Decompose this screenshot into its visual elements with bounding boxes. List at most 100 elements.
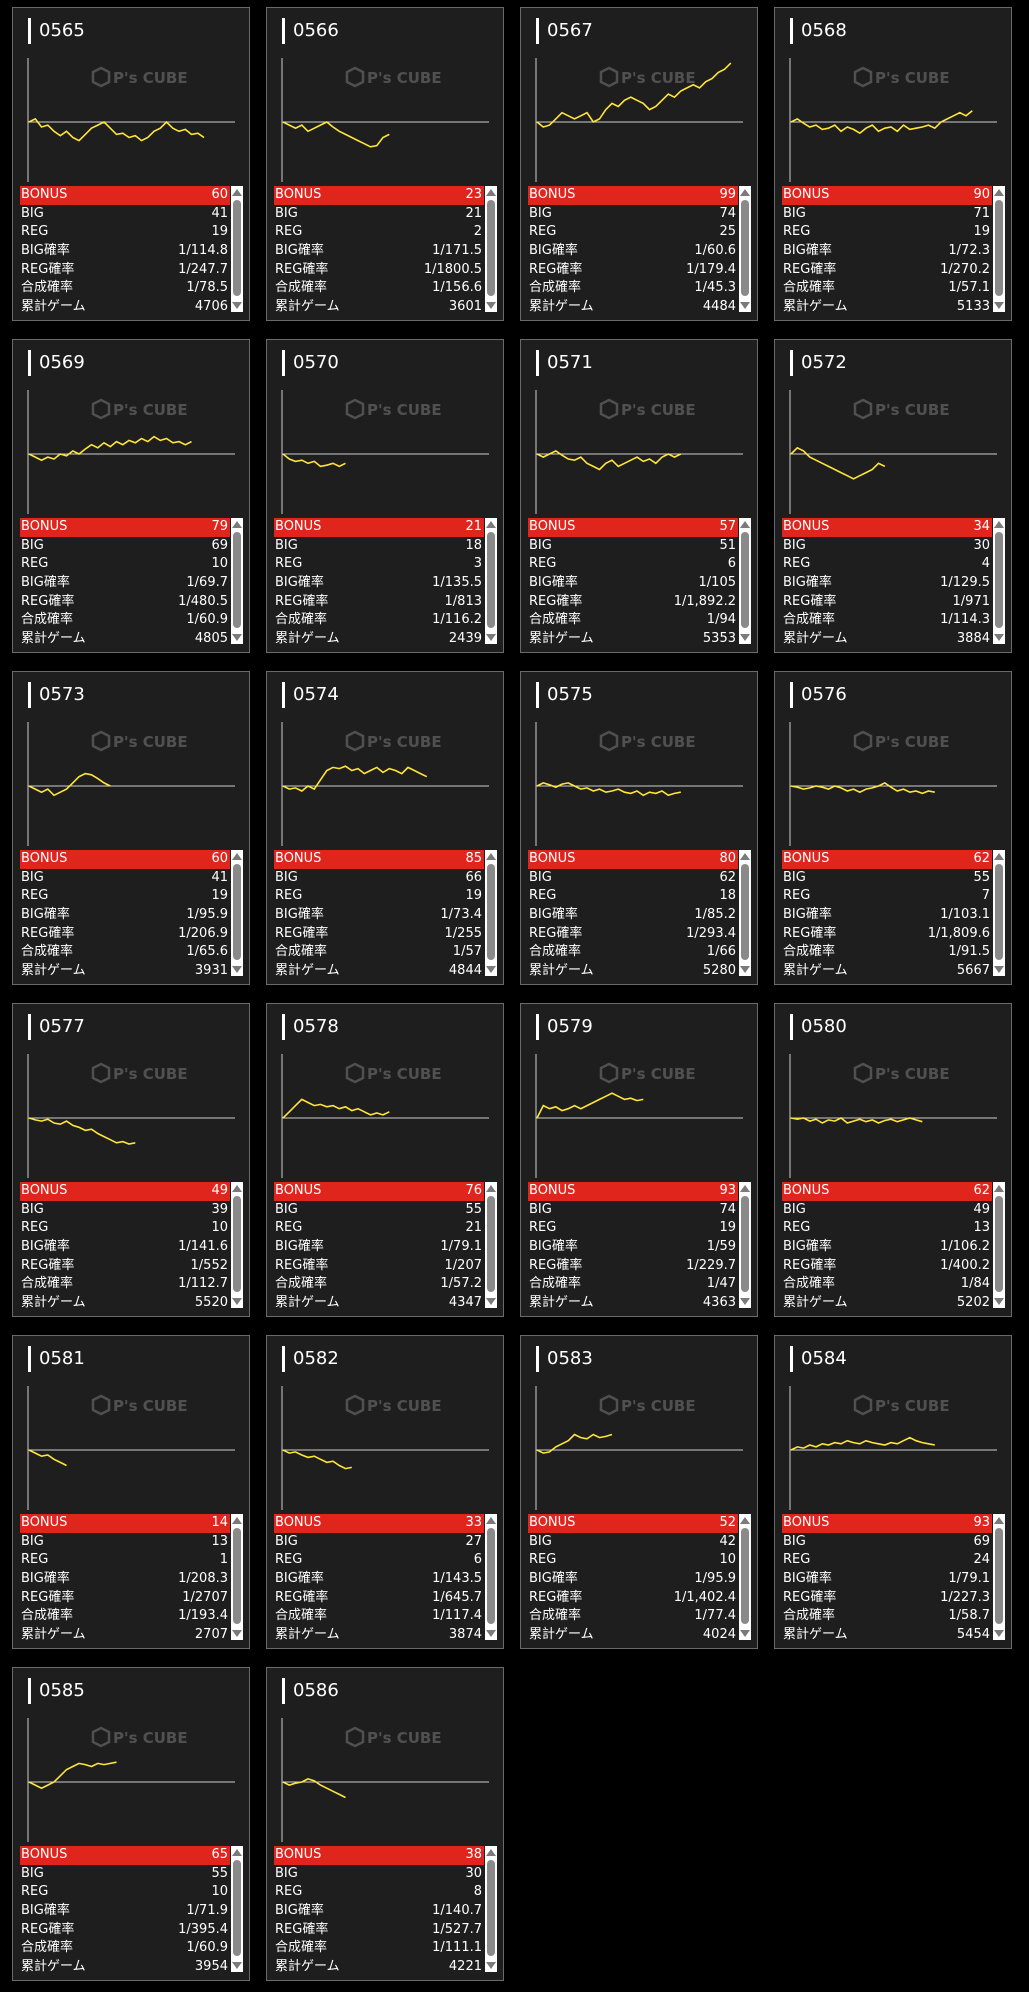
scroll-up-arrow-icon[interactable] [232, 1517, 242, 1524]
machine-card[interactable]: 0568 P's CUBE BONUS 90 BIG 71 REG 19 BIG確率 1/72.3… [774, 7, 1012, 321]
stats-scrollbar[interactable] [739, 518, 751, 644]
scroll-thumb[interactable] [741, 1196, 749, 1292]
stats-scrollbar[interactable] [231, 850, 243, 976]
stats-scrollbar[interactable] [993, 1514, 1005, 1640]
scroll-thumb[interactable] [995, 200, 1003, 296]
machine-card[interactable]: 0584 P's CUBE BONUS 93 BIG 69 REG 24 BIG確率 1/79.1… [774, 1335, 1012, 1649]
stats-scrollbar[interactable] [993, 850, 1005, 976]
scroll-thumb[interactable] [233, 200, 241, 296]
machine-card[interactable]: 0586 P's CUBE BONUS 38 BIG 30 REG 8 BIG確率 1/140.7… [266, 1667, 504, 1981]
stats-scrollbar[interactable] [231, 1514, 243, 1640]
scroll-up-arrow-icon[interactable] [740, 1517, 750, 1524]
scroll-up-arrow-icon[interactable] [486, 521, 496, 528]
scroll-thumb[interactable] [233, 1860, 241, 1956]
scroll-down-arrow-icon[interactable] [232, 966, 242, 973]
stats-scrollbar[interactable] [739, 186, 751, 312]
scroll-thumb[interactable] [487, 532, 495, 628]
scroll-thumb[interactable] [487, 200, 495, 296]
scroll-up-arrow-icon[interactable] [994, 189, 1004, 196]
stats-scrollbar[interactable] [993, 1182, 1005, 1308]
stats-scrollbar[interactable] [739, 1182, 751, 1308]
scroll-up-arrow-icon[interactable] [232, 189, 242, 196]
scroll-up-arrow-icon[interactable] [232, 1185, 242, 1192]
scroll-up-arrow-icon[interactable] [994, 1517, 1004, 1524]
machine-card[interactable]: 0572 P's CUBE BONUS 34 BIG 30 REG 4 BIG確率 1/129.5… [774, 339, 1012, 653]
scroll-thumb[interactable] [995, 1528, 1003, 1624]
scroll-down-arrow-icon[interactable] [740, 1630, 750, 1637]
machine-card[interactable]: 0566 P's CUBE BONUS 23 BIG 21 REG 2 BIG確率 1/171.5… [266, 7, 504, 321]
scroll-down-arrow-icon[interactable] [486, 634, 496, 641]
scroll-down-arrow-icon[interactable] [232, 634, 242, 641]
machine-card[interactable]: 0570 P's CUBE BONUS 21 BIG 18 REG 3 BIG確率 1/135.5… [266, 339, 504, 653]
scroll-down-arrow-icon[interactable] [232, 1630, 242, 1637]
scroll-thumb[interactable] [741, 532, 749, 628]
scroll-down-arrow-icon[interactable] [486, 1962, 496, 1969]
scroll-down-arrow-icon[interactable] [486, 1630, 496, 1637]
machine-card[interactable]: 0578 P's CUBE BONUS 76 BIG 55 REG 21 BIG確率 1/79.1… [266, 1003, 504, 1317]
machine-card[interactable]: 0565 P's CUBE BONUS 60 BIG 41 REG 19 BIG確率 1/114.… [12, 7, 250, 321]
scroll-down-arrow-icon[interactable] [740, 966, 750, 973]
stats-scrollbar[interactable] [485, 850, 497, 976]
scroll-thumb[interactable] [995, 532, 1003, 628]
machine-card[interactable]: 0575 P's CUBE BONUS 80 BIG 62 REG 18 BIG確率 1/85.2… [520, 671, 758, 985]
scroll-up-arrow-icon[interactable] [994, 1185, 1004, 1192]
scroll-up-arrow-icon[interactable] [232, 853, 242, 860]
scroll-thumb[interactable] [741, 1528, 749, 1624]
stats-scrollbar[interactable] [739, 1514, 751, 1640]
machine-card[interactable]: 0573 P's CUBE BONUS 60 BIG 41 REG 19 BIG確率 1/95.9… [12, 671, 250, 985]
machine-card[interactable]: 0583 P's CUBE BONUS 52 BIG 42 REG 10 BIG確率 1/95.9… [520, 1335, 758, 1649]
stats-scrollbar[interactable] [231, 1846, 243, 1972]
scroll-down-arrow-icon[interactable] [486, 1298, 496, 1305]
machine-card[interactable]: 0574 P's CUBE BONUS 85 BIG 66 REG 19 BIG確率 1/73.4… [266, 671, 504, 985]
scroll-down-arrow-icon[interactable] [994, 1298, 1004, 1305]
scroll-down-arrow-icon[interactable] [740, 1298, 750, 1305]
scroll-down-arrow-icon[interactable] [994, 966, 1004, 973]
scroll-up-arrow-icon[interactable] [232, 521, 242, 528]
stats-scrollbar[interactable] [485, 186, 497, 312]
scroll-down-arrow-icon[interactable] [994, 1630, 1004, 1637]
machine-card[interactable]: 0585 P's CUBE BONUS 65 BIG 55 REG 10 BIG確率 1/71.9… [12, 1667, 250, 1981]
stats-scrollbar[interactable] [739, 850, 751, 976]
scroll-up-arrow-icon[interactable] [994, 853, 1004, 860]
machine-card[interactable]: 0576 P's CUBE BONUS 62 BIG 55 REG 7 BIG確率 1/103.1… [774, 671, 1012, 985]
machine-card[interactable]: 0579 P's CUBE BONUS 93 BIG 74 REG 19 BIG確率 1/59 RE… [520, 1003, 758, 1317]
machine-card[interactable]: 0571 P's CUBE BONUS 57 BIG 51 REG 6 BIG確率 1/105 RE… [520, 339, 758, 653]
scroll-down-arrow-icon[interactable] [232, 1962, 242, 1969]
scroll-up-arrow-icon[interactable] [740, 521, 750, 528]
stats-scrollbar[interactable] [231, 518, 243, 644]
scroll-thumb[interactable] [233, 864, 241, 960]
machine-card[interactable]: 0567 P's CUBE BONUS 99 BIG 74 REG 25 BIG確率 1/60.6… [520, 7, 758, 321]
scroll-down-arrow-icon[interactable] [740, 634, 750, 641]
scroll-up-arrow-icon[interactable] [740, 1185, 750, 1192]
scroll-thumb[interactable] [487, 1528, 495, 1624]
scroll-up-arrow-icon[interactable] [740, 189, 750, 196]
scroll-up-arrow-icon[interactable] [486, 189, 496, 196]
machine-card[interactable]: 0581 P's CUBE BONUS 14 BIG 13 REG 1 BIG確率 1/208.3… [12, 1335, 250, 1649]
machine-card[interactable]: 0580 P's CUBE BONUS 62 BIG 49 REG 13 BIG確率 1/106.… [774, 1003, 1012, 1317]
scroll-up-arrow-icon[interactable] [740, 853, 750, 860]
scroll-down-arrow-icon[interactable] [486, 302, 496, 309]
scroll-thumb[interactable] [741, 864, 749, 960]
stats-scrollbar[interactable] [485, 1182, 497, 1308]
machine-card[interactable]: 0569 P's CUBE BONUS 79 BIG 69 REG 10 BIG確率 1/69.7… [12, 339, 250, 653]
scroll-down-arrow-icon[interactable] [232, 302, 242, 309]
scroll-down-arrow-icon[interactable] [486, 966, 496, 973]
scroll-up-arrow-icon[interactable] [486, 853, 496, 860]
scroll-down-arrow-icon[interactable] [994, 634, 1004, 641]
machine-card[interactable]: 0582 P's CUBE BONUS 33 BIG 27 REG 6 BIG確率 1/143.5… [266, 1335, 504, 1649]
scroll-thumb[interactable] [995, 864, 1003, 960]
scroll-thumb[interactable] [487, 864, 495, 960]
stats-scrollbar[interactable] [231, 1182, 243, 1308]
stats-scrollbar[interactable] [485, 1846, 497, 1972]
scroll-thumb[interactable] [233, 1528, 241, 1624]
scroll-thumb[interactable] [233, 532, 241, 628]
stats-scrollbar[interactable] [485, 1514, 497, 1640]
scroll-up-arrow-icon[interactable] [232, 1849, 242, 1856]
stats-scrollbar[interactable] [993, 518, 1005, 644]
scroll-thumb[interactable] [487, 1196, 495, 1292]
scroll-thumb[interactable] [233, 1196, 241, 1292]
stats-scrollbar[interactable] [485, 518, 497, 644]
scroll-down-arrow-icon[interactable] [994, 302, 1004, 309]
scroll-up-arrow-icon[interactable] [486, 1849, 496, 1856]
scroll-down-arrow-icon[interactable] [740, 302, 750, 309]
